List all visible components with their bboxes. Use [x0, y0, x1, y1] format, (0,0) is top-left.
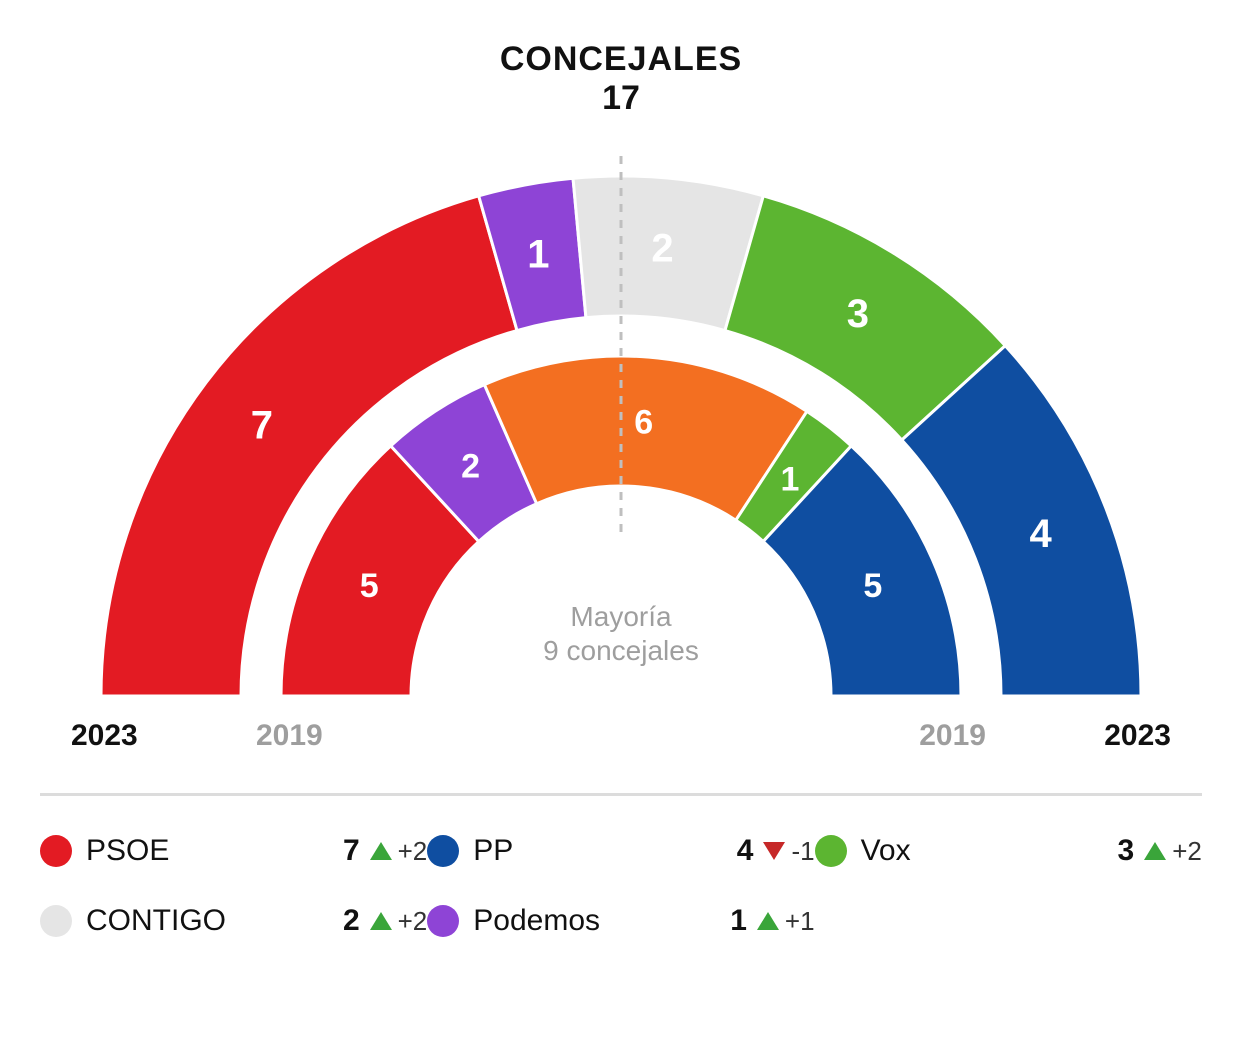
hemicycle-chart: 7 1 2 3 4 5 2 6 1 5 Mayoría9 concejales	[71, 148, 1171, 713]
legend-row: Vox 3 +2	[815, 816, 1202, 886]
year-inner-right: 2019	[919, 719, 986, 753]
arc-seat-count: 1	[527, 232, 549, 276]
legend-party: CONTIGO	[86, 904, 226, 938]
legend: PSOE 7 +2 PP 4 -1 Vox 3 +2 CONTIGO 2 +2 Podemos 1 +1	[40, 816, 1202, 956]
legend-row: PP 4 -1	[427, 816, 814, 886]
triangle-up-icon	[1144, 842, 1166, 860]
legend-swatch	[40, 835, 72, 867]
arc-seat-count: 2	[651, 227, 673, 271]
arc-seat-count: 4	[1029, 512, 1052, 556]
legend-delta: -1	[791, 836, 814, 867]
legend-seats: 7	[343, 834, 360, 868]
arc-seat-count: 5	[360, 567, 379, 605]
legend-seats: 1	[730, 904, 747, 938]
legend-seats: 3	[1118, 834, 1135, 868]
year-outer-right: 2023	[1104, 719, 1171, 753]
legend-party: PP	[473, 834, 513, 868]
chart-container: CONCEJALES 17 7123452615Mayoría9 conceja…	[40, 40, 1202, 956]
legend-seats: 2	[343, 904, 360, 938]
triangle-up-icon	[370, 842, 392, 860]
legend-delta: +2	[1172, 836, 1202, 867]
majority-label-1: Mayoría	[570, 601, 672, 632]
legend-delta: +2	[398, 906, 428, 937]
legend-swatch	[427, 835, 459, 867]
title-label: CONCEJALES	[40, 40, 1202, 79]
legend-seats: 4	[737, 834, 754, 868]
legend-separator	[40, 793, 1202, 796]
legend-swatch	[815, 835, 847, 867]
legend-delta: +1	[785, 906, 815, 937]
title-block: CONCEJALES 17	[40, 40, 1202, 118]
title-total: 17	[40, 79, 1202, 118]
arc-seat-count: 3	[847, 292, 869, 336]
arc-seat-count: 7	[251, 404, 273, 448]
arc-seat-count: 2	[461, 447, 480, 485]
year-outer-left: 2023	[71, 719, 138, 753]
legend-swatch	[40, 905, 72, 937]
legend-row: PSOE 7 +2	[40, 816, 427, 886]
arc-seat-count: 6	[634, 404, 653, 442]
arc-seat-count: 5	[863, 567, 882, 605]
triangle-down-icon	[763, 842, 785, 860]
legend-row: CONTIGO 2 +2	[40, 886, 427, 956]
legend-delta: +2	[398, 836, 428, 867]
year-inner-left: 2019	[256, 719, 323, 753]
triangle-up-icon	[757, 912, 779, 930]
arc-seat-count: 1	[780, 461, 799, 499]
majority-label-2: 9 concejales	[543, 635, 699, 666]
legend-party: PSOE	[86, 834, 169, 868]
legend-party: Vox	[861, 834, 911, 868]
legend-swatch	[427, 905, 459, 937]
legend-party: Podemos	[473, 904, 600, 938]
legend-row: Podemos 1 +1	[427, 886, 814, 956]
triangle-up-icon	[370, 912, 392, 930]
